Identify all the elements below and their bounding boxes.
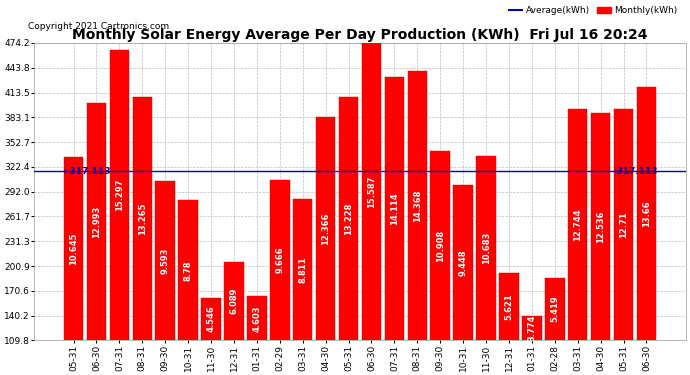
Bar [431, 151, 450, 340]
Bar [568, 109, 587, 340]
Text: 6.089: 6.089 [230, 288, 239, 315]
Bar [476, 156, 496, 340]
Text: 5.419: 5.419 [551, 296, 560, 322]
Bar [591, 113, 611, 340]
Text: 14.114: 14.114 [390, 192, 399, 225]
Text: 12.366: 12.366 [321, 213, 330, 245]
Bar [247, 297, 266, 340]
Text: ←317.113: ←317.113 [62, 167, 110, 176]
Bar [545, 278, 564, 340]
Text: 15.297: 15.297 [115, 179, 124, 211]
Bar [270, 180, 290, 340]
Text: 12.993: 12.993 [92, 206, 101, 238]
Text: 13.228: 13.228 [344, 203, 353, 235]
Text: 8.811: 8.811 [298, 256, 307, 283]
Text: 15.587: 15.587 [367, 176, 376, 208]
Text: 13.265: 13.265 [138, 202, 147, 235]
Text: 12.536: 12.536 [596, 211, 605, 243]
Bar [522, 316, 542, 340]
Bar [110, 50, 129, 340]
Text: 4.546: 4.546 [206, 306, 215, 333]
Bar [362, 43, 381, 340]
Text: 12.71: 12.71 [619, 211, 628, 238]
Text: 12.744: 12.744 [573, 208, 582, 241]
Bar [339, 98, 358, 340]
Text: 3.774: 3.774 [527, 315, 536, 341]
Bar [64, 157, 83, 340]
Legend: Average(kWh), Monthly(kWh): Average(kWh), Monthly(kWh) [505, 3, 681, 19]
Text: 14.368: 14.368 [413, 190, 422, 222]
Bar [453, 185, 473, 340]
Bar [614, 110, 633, 340]
Bar [637, 87, 656, 340]
Text: 10.645: 10.645 [69, 232, 78, 265]
Bar [384, 77, 404, 340]
Text: →317.113: →317.113 [609, 167, 658, 176]
Bar [87, 103, 106, 340]
Bar [179, 200, 198, 340]
Bar [201, 298, 221, 340]
Text: 9.666: 9.666 [275, 247, 284, 273]
Title: Monthly Solar Energy Average Per Day Production (KWh)  Fri Jul 16 20:24: Monthly Solar Energy Average Per Day Pro… [72, 28, 648, 42]
Text: 5.621: 5.621 [504, 293, 513, 320]
Bar [224, 262, 244, 340]
Text: 10.908: 10.908 [435, 230, 445, 262]
Text: 8.78: 8.78 [184, 260, 193, 280]
Bar [293, 200, 313, 340]
Text: 10.683: 10.683 [482, 232, 491, 264]
Text: 13.66: 13.66 [642, 201, 651, 227]
Bar [155, 182, 175, 340]
Bar [132, 97, 152, 340]
Text: 4.603: 4.603 [253, 305, 262, 332]
Bar [408, 71, 427, 340]
Bar [316, 117, 335, 340]
Text: Copyright 2021 Cartronics.com: Copyright 2021 Cartronics.com [28, 22, 169, 31]
Text: 9.593: 9.593 [161, 248, 170, 274]
Bar [500, 273, 519, 340]
Text: 9.448: 9.448 [459, 249, 468, 276]
